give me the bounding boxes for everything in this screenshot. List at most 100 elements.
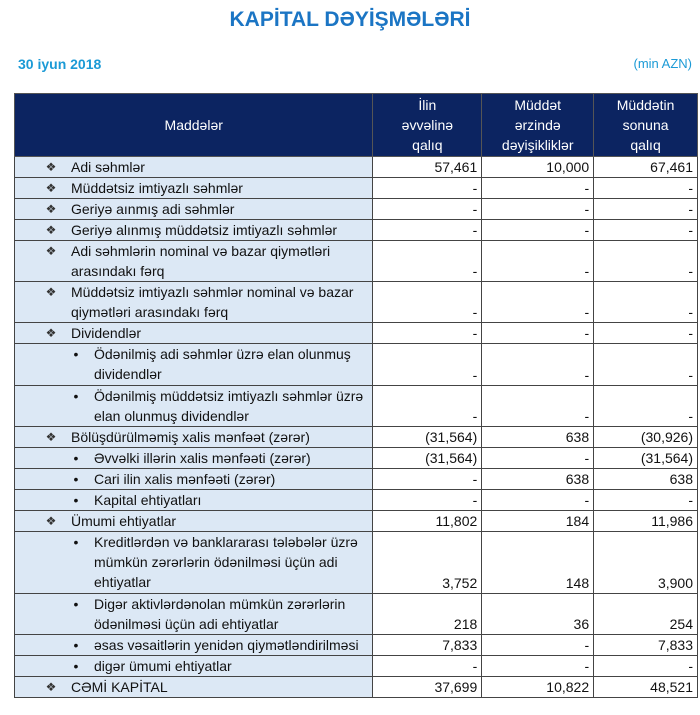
value-opening: - — [372, 177, 483, 199]
diamond-bullet-icon: ❖ — [45, 513, 57, 528]
table-row: ❖ Geriyə aınmış adi səhmlər - - - — [13, 198, 698, 220]
value-closing: 7,833 — [593, 633, 698, 656]
row-label: Kreditlərdən və banklararası tələbələr ü… — [94, 533, 358, 590]
header-items: Maddələr — [13, 93, 374, 157]
table-row: ❖ Geriyə alınmış müddətsiz imtiyazlı səhm… — [13, 219, 698, 241]
value-opening: 11,802 — [372, 509, 483, 532]
row-label: Geriyə aınmış adi səhmlər — [71, 201, 235, 217]
table-row: • Əvvəlki illərin xalis mənfəəti (zərər) (… — [13, 446, 698, 469]
row-item: • Kreditlərdən və banklararası tələbələr … — [15, 532, 372, 592]
value-closing: (31,564) — [593, 446, 698, 469]
value-closing: 638 — [593, 467, 698, 490]
value-closing: - — [593, 384, 698, 427]
row-label-cell: • Kapital ehtiyatları — [13, 488, 374, 511]
row-item: • Digər aktivlərdənolan mümkün zərərlərin… — [15, 594, 372, 634]
value-opening: - — [372, 322, 483, 345]
row-label-cell: ❖ Müddətsiz imtiyazlı səhmlər nominal və … — [13, 281, 374, 324]
row-item: • Ödənilmiş müddətsiz imtiyazlı səhmlər ü… — [15, 386, 372, 426]
row-label-cell: • Cari ilin xalis mənfəəti (zərər) — [13, 467, 374, 490]
row-item: ❖ Bölüşdürülməmiş xalis mənfəət (zərər) — [15, 427, 372, 447]
row-label-cell: ❖ Dividendlər — [13, 322, 374, 345]
row-label: Ödənilmiş müddətsiz imtiyazlı səhmlər üz… — [94, 387, 364, 424]
value-change: 36 — [481, 592, 595, 635]
row-label: Müddətsiz imtiyazlı səhmlər — [71, 180, 243, 196]
currency-unit: (min AZN) — [633, 56, 693, 71]
row-item: ❖ Müddətsiz imtiyazlı səhmlər — [15, 178, 372, 198]
header-closing: Müddətin sonuna qalıq — [593, 93, 698, 157]
value-change: - — [481, 488, 595, 511]
row-item: ❖ Müddətsiz imtiyazlı səhmlər nominal və … — [15, 282, 372, 322]
row-label: CƏMİ KAPİTAL — [71, 678, 168, 695]
row-label-cell: ❖ Müddətsiz imtiyazlı səhmlər — [13, 177, 374, 199]
row-item: ❖ Geriyə aınmış adi səhmlər — [15, 199, 372, 219]
value-closing: - — [593, 281, 698, 324]
value-closing: 3,900 — [593, 530, 698, 594]
row-label-cell: ❖ Adi səhmlər — [13, 156, 374, 178]
value-opening: - — [372, 343, 483, 386]
value-opening: - — [372, 654, 483, 677]
bullet-icon: • — [73, 470, 79, 487]
bullet-icon: • — [73, 636, 79, 653]
table-row: ❖ Müddətsiz imtiyazlı səhmlər nominal və … — [13, 281, 698, 324]
table-row: • Digər aktivlərdənolan mümkün zərərlərin… — [13, 592, 698, 635]
value-opening: - — [372, 281, 483, 324]
table-row: ❖ Adi səhmlərin nominal və bazar qiymətlə… — [13, 239, 698, 283]
row-label: Əvvəlki illərin xalis mənfəəti (zərər) — [94, 449, 311, 466]
report-date: 30 iyun 2018 — [18, 56, 102, 72]
header-label: İlin əvvəlinə qalıq — [401, 97, 454, 153]
diamond-bullet-icon: ❖ — [45, 679, 57, 694]
row-item: • əsas vəsaitlərin yenidən qiymətləndiril… — [15, 635, 372, 655]
value-closing: 67,461 — [593, 156, 698, 178]
value-change: - — [481, 384, 595, 427]
value-opening: - — [372, 239, 483, 283]
value-closing: - — [593, 654, 698, 677]
value-opening: - — [372, 384, 483, 427]
value-closing: - — [593, 239, 698, 283]
table-row: ❖ CƏMİ KAPİTAL 37,699 10,822 48,521 — [13, 675, 698, 698]
value-opening: 37,699 — [372, 675, 483, 698]
table-row: • Kreditlərdən və banklararası tələbələr … — [13, 530, 698, 594]
row-label: digər ümumi ehtiyatlar — [94, 657, 232, 674]
value-change: - — [481, 219, 595, 241]
row-label: Dividendlər — [71, 325, 142, 342]
value-opening: 7,833 — [372, 633, 483, 656]
diamond-bullet-icon: ❖ — [45, 202, 57, 216]
table-row: • Kapital ehtiyatları - - - — [13, 488, 698, 511]
table-row: • Cari ilin xalis mənfəəti (zərər) -638 638 — [13, 467, 698, 490]
diamond-bullet-icon: ❖ — [45, 244, 57, 258]
bullet-icon: • — [73, 595, 79, 612]
table-row: • digər ümumi ehtiyatlar - - - — [13, 654, 698, 677]
bullet-icon: • — [73, 657, 79, 674]
row-label-cell: • Ödənilmiş müddətsiz imtiyazlı səhmlər ü… — [13, 384, 374, 427]
row-label: Geriyə alınmış müddətsiz imtiyazlı səhml… — [71, 222, 338, 238]
diamond-bullet-icon: ❖ — [45, 326, 57, 341]
value-closing: 254 — [593, 592, 698, 635]
row-label: Cari ilin xalis mənfəəti (zərər) — [94, 470, 276, 487]
row-label-cell: • Əvvəlki illərin xalis mənfəəti (zərər) — [13, 446, 374, 469]
header-opening: İlin əvvəlinə qalıq — [372, 93, 483, 157]
row-label-cell: • Ödənilmiş adi səhmlər üzrə elan olunmuş… — [13, 343, 374, 386]
row-label: Adi səhmlərin nominal və bazar qiymətlər… — [71, 243, 331, 279]
value-closing: 11,986 — [593, 509, 698, 532]
value-closing: - — [593, 488, 698, 511]
value-change: - — [481, 343, 595, 386]
row-label: Ümumi ehtiyatlar — [71, 512, 177, 529]
row-label-cell: • digər ümumi ehtiyatlar — [13, 654, 374, 677]
value-change: - — [481, 177, 595, 199]
value-change: 148 — [481, 530, 595, 594]
header-changes: Müddət ərzində dəyişikliklər — [481, 93, 595, 157]
row-item: ❖ Adi səhmlərin nominal və bazar qiymətlə… — [15, 241, 372, 281]
table-row: ❖ Ümumi ehtiyatlar 11,802 184 11,986 — [13, 509, 698, 532]
value-change: - — [481, 281, 595, 324]
row-item: ❖ Geriyə alınmış müddətsiz imtiyazlı səhm… — [15, 220, 372, 240]
value-opening: - — [372, 198, 483, 220]
diamond-bullet-icon: ❖ — [45, 181, 57, 195]
row-label-cell: ❖ Bölüşdürülməmiş xalis mənfəət (zərər) — [13, 425, 374, 448]
value-change: - — [481, 239, 595, 283]
value-change: - — [481, 198, 595, 220]
header-label: Müddət ərzində dəyişikliklər — [501, 97, 574, 153]
row-item: • Cari ilin xalis mənfəəti (zərər) — [15, 469, 372, 489]
value-opening: - — [372, 488, 483, 511]
header-label: Maddələr — [164, 117, 223, 133]
page-title: KAPİTAL DƏYİŞMƏLƏRİ — [229, 8, 471, 31]
